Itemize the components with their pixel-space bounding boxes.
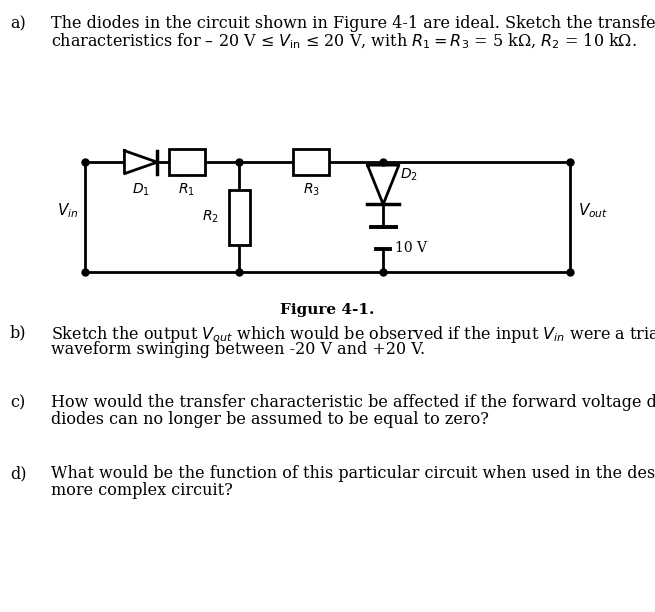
Text: How would the transfer characteristic be affected if the forward voltage drop of: How would the transfer characteristic be… (51, 394, 655, 411)
Bar (229, 190, 250, 245)
Text: d): d) (10, 465, 26, 482)
Polygon shape (124, 151, 157, 174)
Text: more complex circuit?: more complex circuit? (51, 482, 233, 499)
Text: waveform swinging between -20 V and +20 V.: waveform swinging between -20 V and +20 … (51, 341, 425, 358)
Text: The diodes in the circuit shown in Figure 4-1 are ideal. Sketch the transfer: The diodes in the circuit shown in Figur… (51, 15, 655, 32)
Text: b): b) (10, 324, 26, 341)
Text: $D_1$: $D_1$ (132, 181, 150, 198)
Text: What would be the function of this particular circuit when used in the design of: What would be the function of this parti… (51, 465, 655, 482)
Text: $R_1$: $R_1$ (178, 181, 195, 198)
Text: Figure 4-1.: Figure 4-1. (280, 303, 375, 317)
Text: $R_3$: $R_3$ (303, 181, 320, 198)
Text: a): a) (10, 15, 26, 32)
Bar (168, 149, 204, 175)
Text: 10 V: 10 V (395, 241, 427, 255)
Bar (293, 149, 329, 175)
Text: $R_2$: $R_2$ (202, 209, 219, 225)
Text: $D_2$: $D_2$ (400, 166, 417, 183)
Text: $V_{in}$: $V_{in}$ (57, 202, 79, 220)
Text: $V_{out}$: $V_{out}$ (578, 202, 608, 220)
Polygon shape (367, 165, 399, 204)
Text: Sketch the output $V_{out}$ which would be observed if the input $V_{in}$ were a: Sketch the output $V_{out}$ which would … (51, 324, 655, 345)
Text: c): c) (10, 394, 25, 411)
Text: diodes can no longer be assumed to be equal to zero?: diodes can no longer be assumed to be eq… (51, 411, 489, 428)
Text: characteristics for – 20 V ≤ $V_{\mathrm{in}}$ ≤ 20 V, with $R_1 = R_3$ = 5 kΩ, : characteristics for – 20 V ≤ $V_{\mathrm… (51, 32, 637, 51)
